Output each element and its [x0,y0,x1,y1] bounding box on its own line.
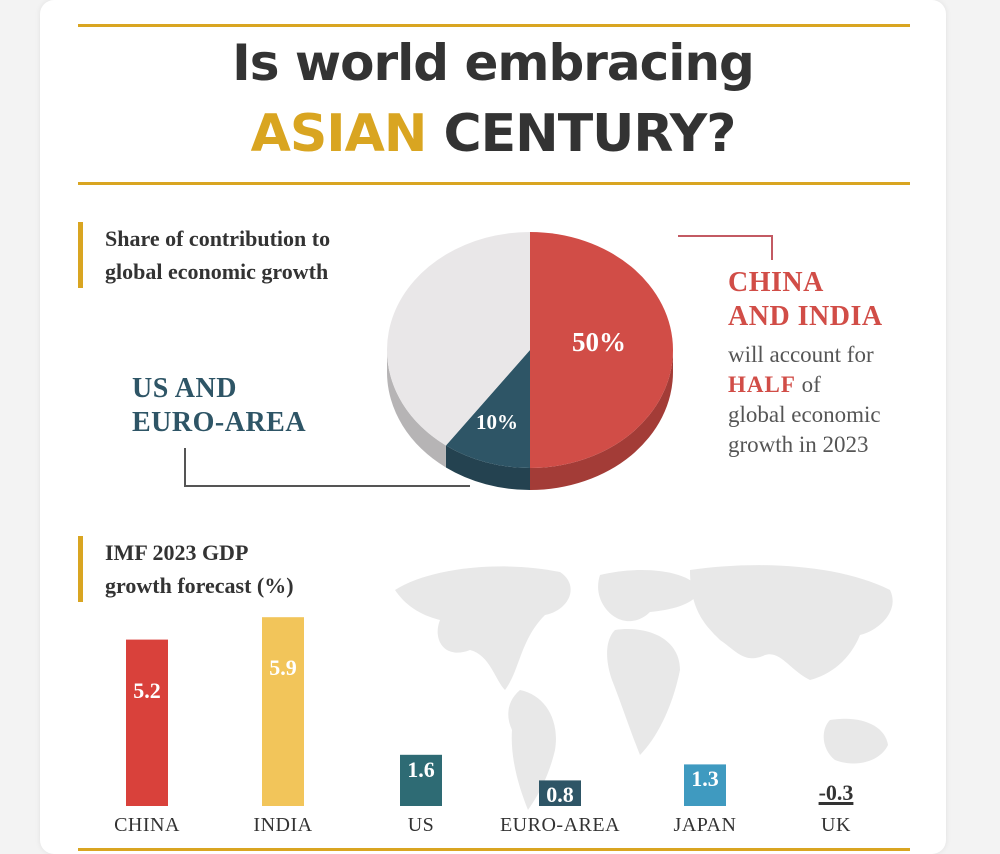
callout-body-4: growth in 2023 [728,432,869,457]
callout-highlight: HALF [728,372,796,397]
pie-slice-1 [445,350,530,468]
title-line-2: ASIAN CENTURY? [40,104,946,164]
callout-body-2-rest: of [801,372,821,397]
us-euro-callout: US AND EURO-AREA [132,372,306,440]
bar-section-label: IMF 2023 GDP growth forecast (%) [78,536,294,602]
callout-body-2: HALF of [728,370,883,400]
bar-japan [684,764,726,806]
bar-value-india: 5.9 [269,655,297,681]
callout-head-2: AND INDIA [728,301,883,332]
bar-category-india: INDIA [253,814,313,836]
world-map-icon [395,565,893,810]
pie-slice-side-1 [445,445,530,490]
us-euro-callout-line-1: US AND [132,373,237,404]
bar-value-japan: 1.3 [691,766,719,792]
callout-body-3: global economic [728,402,881,427]
right-callout-leader [678,235,773,260]
pie-slice-2 [387,232,530,446]
slice-label-us-euro: 10% [476,410,518,434]
bar-label-line-2: growth forecast (%) [105,573,294,598]
bar-value-china: 5.2 [133,677,161,703]
callout-body: will account for HALF of global economic… [728,340,883,460]
left-callout-leader [184,448,470,487]
bar-euro-area [539,780,581,806]
bar-china [126,639,168,806]
bar-category-china: CHINA [114,814,180,836]
bar-label-line-1: IMF 2023 GDP [105,540,249,565]
bar-category-us: US [407,814,435,836]
pie-section-label: Share of contribution to global economic… [78,222,330,288]
pie-slice-0 [530,232,673,468]
pie-slice-side-2 [387,350,446,468]
bar-category-uk: UK [821,814,851,836]
bar-category-japan: JAPAN [673,814,737,836]
pie-slice-side-0 [530,350,673,490]
bar-category-euro-area: EURO-AREA [499,814,621,836]
title-rest: CENTURY? [443,104,737,164]
bar-value-us: 1.6 [407,756,435,782]
bar-india [262,617,304,806]
title-divider [78,182,910,185]
callout-body-1: will account for [728,342,874,367]
title-line-1: Is world embracing [232,34,755,92]
bar-us [400,754,442,806]
bottom-rule [78,848,910,851]
top-rule [78,24,910,27]
bar-value-euro-area: 0.8 [546,782,574,808]
title-accent: ASIAN [250,104,428,164]
us-euro-callout-line-2: EURO-AREA [132,407,307,438]
slice-label-china-india: 50% [572,327,626,357]
pie-label-line-2: global economic growth [105,259,329,284]
pie-label-line-1: Share of contribution to [105,226,331,251]
bar-value-uk: -0.3 [818,780,854,805]
callout-head-1: CHINA [728,267,824,298]
china-india-callout: CHINA AND INDIA will account for HALF of… [728,266,883,460]
